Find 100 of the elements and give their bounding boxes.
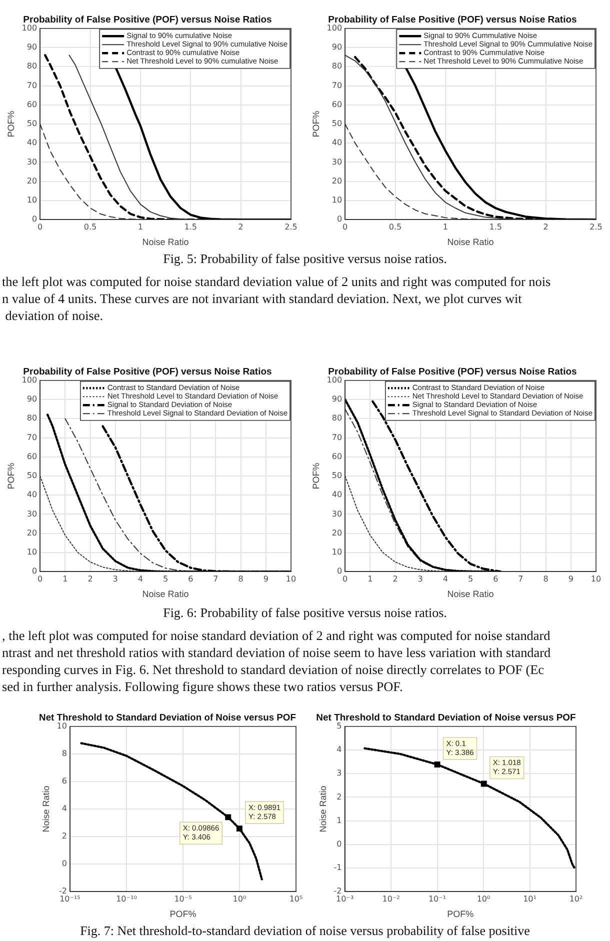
y-tick-label: 50	[332, 471, 342, 480]
y-tick-label: 0	[336, 566, 342, 576]
y-tick-label: 40	[332, 490, 342, 500]
y-tick-label: 2	[62, 832, 67, 841]
x-axis-title: POF%	[170, 909, 196, 920]
x-tick-label: 7	[213, 574, 218, 584]
x-tick-label: 10⁻⁵	[174, 894, 192, 904]
chart-title: Probability of False Positive (POF) versus Noise Ratios	[328, 366, 577, 378]
y-tick-label: 10	[26, 196, 38, 205]
x-tick-label: 10¹	[523, 894, 536, 904]
y-tick-label: 5	[336, 721, 342, 730]
text: , the left plot was computed for noise standard deviation of 2 and right was computed for noise standard	[1, 627, 552, 644]
x-tick-label: 3	[418, 574, 423, 584]
y-tick-label: 10	[26, 548, 38, 557]
y-axis-title: POF%	[6, 110, 16, 138]
y-axis-title: POF%	[310, 110, 321, 138]
x-tick-label: 10	[286, 574, 296, 584]
y-tick-label: 80	[26, 62, 38, 71]
x-tick-label: 6	[188, 574, 194, 584]
text: ntrast and net threshold ratios with standard deviation of noise seem to have less variation with standard	[1, 644, 552, 661]
x-tick-label: 4	[138, 574, 143, 584]
y-tick-label: 10	[332, 548, 342, 557]
x-tick-label: 6	[493, 574, 498, 584]
y-tick-label: 8	[62, 749, 67, 758]
y-tick-label: 20	[332, 528, 342, 538]
y-tick-label: 100	[22, 375, 38, 384]
y-tick-label: 30	[26, 509, 38, 518]
y-tick-label: 4	[62, 804, 67, 814]
y-tick-label: 6	[62, 776, 67, 786]
y-tick-label: 70	[26, 432, 38, 442]
y-axis-title: POF%	[6, 462, 16, 490]
y-tick-label: 60	[332, 452, 342, 461]
y-tick-label: 60	[26, 100, 38, 109]
chart-title: Probability of False Positive (POF) versus Noise Ratios	[328, 14, 577, 26]
y-tick-label: 1	[336, 816, 342, 825]
y-tick-label: 0	[32, 566, 38, 576]
y-tick-label: 80	[332, 62, 342, 71]
y-tick-label: 40	[26, 138, 38, 148]
y-tick-label: 100	[326, 375, 342, 384]
x-tick-label: 10²	[569, 894, 583, 904]
x-tick-label: 10	[590, 574, 602, 584]
x-tick-label: 10⁰	[232, 894, 246, 904]
y-tick-label: 0	[336, 839, 342, 848]
y-tick-label: 30	[332, 157, 342, 166]
x-tick-label: 5	[162, 574, 168, 584]
y-tick-label: -2	[334, 886, 342, 896]
y-tick-label: 10	[56, 721, 67, 730]
text: responding curves in Fig. 6. Net threshold to standard deviation of noise directly correlates to POF (Ec	[1, 661, 546, 678]
x-tick-label: 10⁻²	[382, 894, 400, 904]
x-tick-label: 2	[543, 222, 548, 232]
y-tick-label: 2	[336, 792, 342, 802]
y-tick-label: 90	[332, 42, 342, 52]
y-tick-label: 50	[26, 119, 38, 128]
chart-title: Probability of False Positive (POF) versus Noise Ratios	[23, 366, 272, 378]
x-axis-title: Noise Ratio	[447, 589, 494, 600]
chart-title: Net Threshold to Standard Deviation of Noise versus POF	[39, 712, 296, 724]
y-axis-title: Noise Ratio	[318, 786, 328, 832]
text: the left plot was computed for noise standard deviation value of 2 units and right was computed for nois	[1, 273, 552, 290]
y-tick-label: -1	[334, 863, 342, 872]
y-tick-label: 4	[336, 745, 342, 754]
x-tick-label: 3	[112, 574, 118, 584]
y-tick-label: 50	[332, 119, 342, 128]
x-axis-title: POF%	[447, 909, 474, 920]
x-tick-label: 2.5	[590, 222, 602, 232]
x-tick-label: 2	[238, 222, 244, 232]
y-tick-label: 90	[26, 42, 38, 52]
y-tick-label: 0	[32, 214, 38, 224]
x-tick-label: 8	[543, 574, 548, 584]
x-tick-label: 10⁻¹⁵	[60, 894, 80, 904]
x-tick-label: 10⁵	[289, 894, 303, 904]
x-tick-label: 2	[88, 574, 93, 584]
y-tick-label: 60	[26, 452, 38, 461]
x-tick-label: 8	[238, 574, 244, 584]
x-axis-title: Noise Ratio	[447, 237, 494, 248]
caption: Fig. 6: Probability of false positive versus noise ratios.	[162, 604, 448, 621]
y-axis-title: Noise Ratio	[40, 786, 51, 832]
chart-title: Net Threshold to Standard Deviation of Noise versus POF	[316, 712, 576, 724]
text: sed in further analysis. Following figure shows these two ratios versus POF.	[1, 678, 404, 695]
x-tick-label: 0.5	[84, 222, 97, 232]
y-axis-title: POF%	[310, 462, 321, 490]
y-tick-label: 50	[26, 471, 38, 480]
y-tick-label: 70	[26, 80, 38, 90]
y-tick-label: -2	[58, 886, 67, 896]
y-tick-label: 80	[332, 414, 342, 423]
x-tick-label: 4	[442, 574, 448, 584]
y-tick-label: 40	[332, 138, 342, 148]
x-axis-title: Noise Ratio	[142, 237, 189, 248]
x-tick-label: 9	[263, 574, 268, 584]
y-tick-label: 20	[26, 176, 38, 186]
caption: Fig. 7: Net threshold-to-standard deviation of noise versus probability of false positive	[79, 922, 531, 939]
x-tick-label: 10⁰	[476, 894, 490, 904]
x-tick-label: 7	[518, 574, 524, 584]
y-tick-label: 90	[332, 394, 342, 404]
x-tick-label: 9	[568, 574, 574, 584]
y-tick-label: 0	[62, 859, 67, 868]
y-tick-label: 30	[332, 509, 342, 518]
x-axis-title: Noise Ratio	[142, 589, 189, 600]
y-tick-label: 20	[332, 176, 342, 186]
x-tick-label: 1.5	[489, 222, 502, 232]
y-tick-label: 100	[22, 23, 38, 32]
